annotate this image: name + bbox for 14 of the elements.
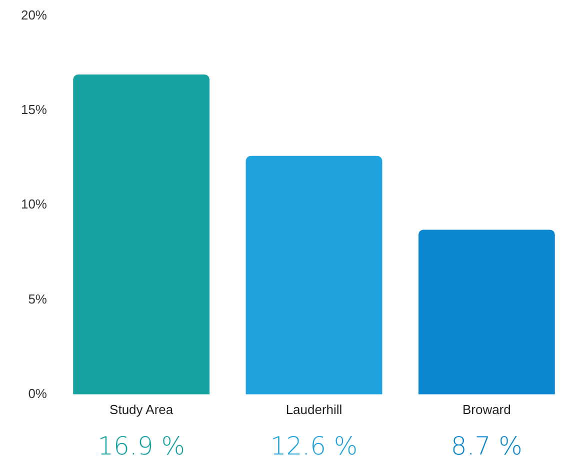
- y-tick-label: 5%: [28, 291, 48, 306]
- bar: [246, 156, 382, 394]
- x-tick-label: Lauderhill: [286, 402, 342, 417]
- data-label: 8.7 %: [450, 432, 522, 460]
- x-tick-label: Study Area: [110, 402, 174, 417]
- y-tick-label: 20%: [20, 7, 48, 22]
- y-tick-label: 15%: [20, 102, 48, 118]
- bar: [73, 74, 210, 394]
- x-tick-label: Broward: [462, 402, 511, 417]
- bar: [418, 230, 555, 394]
- data-label: 12.6 %: [270, 432, 358, 460]
- data-label: 16.9 %: [98, 432, 186, 460]
- y-tick-label: 10%: [20, 196, 48, 212]
- y-tick-label: 0%: [28, 386, 48, 401]
